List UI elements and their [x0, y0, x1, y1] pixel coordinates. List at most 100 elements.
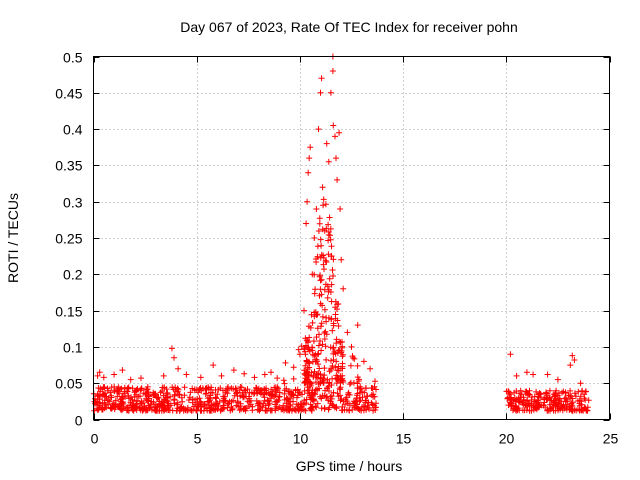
- data-point: [101, 399, 108, 406]
- data-point: [544, 396, 551, 403]
- data-point: [214, 391, 221, 398]
- data-point: [317, 89, 324, 96]
- data-point: [163, 391, 170, 397]
- data-point: [522, 401, 529, 408]
- data-point: [332, 133, 338, 140]
- data-point: [346, 381, 353, 388]
- data-point: [318, 75, 325, 82]
- data-point: [290, 375, 297, 382]
- data-point: [507, 351, 514, 358]
- data-point: [120, 401, 127, 407]
- data-point: [217, 385, 224, 392]
- data-point: [286, 388, 293, 395]
- data-point: [253, 386, 260, 393]
- data-point: [313, 371, 320, 378]
- data-point: [99, 393, 106, 400]
- data-point: [113, 401, 119, 408]
- data-point: [275, 385, 282, 392]
- data-point: [548, 406, 555, 412]
- data-point: [301, 345, 308, 352]
- data-point: [212, 394, 219, 401]
- y-tick-label: 0: [75, 413, 83, 429]
- data-point: [318, 374, 325, 381]
- data-point: [239, 392, 246, 399]
- data-point: [222, 397, 229, 404]
- data-point: [558, 398, 565, 405]
- data-point: [577, 380, 584, 387]
- data-point: [546, 387, 553, 394]
- plot-frame: [93, 56, 610, 420]
- data-point: [316, 215, 323, 222]
- data-point: [317, 272, 324, 279]
- data-point: [577, 393, 584, 400]
- data-point: [330, 273, 336, 279]
- data-point: [261, 397, 268, 404]
- data-point: [282, 405, 289, 412]
- data-point: [328, 393, 335, 399]
- data-point: [318, 395, 325, 402]
- data-point: [310, 396, 317, 403]
- data-point: [337, 386, 344, 393]
- data-point: [328, 253, 335, 260]
- data-point: [174, 407, 180, 414]
- data-point: [360, 407, 367, 414]
- data-point: [557, 406, 564, 413]
- data-point: [175, 365, 182, 372]
- y-tick-label: 0.15: [55, 304, 82, 320]
- data-point: [567, 362, 574, 369]
- data-point: [328, 298, 335, 305]
- x-axis-label: GPS time / hours: [296, 458, 403, 474]
- data-point: [329, 327, 336, 334]
- data-point: [96, 369, 103, 376]
- data-point: [119, 367, 126, 374]
- data-point: [280, 402, 287, 409]
- data-point: [304, 366, 311, 372]
- data-point: [363, 385, 369, 392]
- data-point: [292, 386, 299, 393]
- data-point: [339, 360, 346, 367]
- data-point: [559, 389, 565, 396]
- data-point: [198, 403, 205, 410]
- data-point: [193, 407, 200, 414]
- data-point: [330, 322, 337, 329]
- data-point: [368, 392, 375, 399]
- data-point: [152, 407, 159, 414]
- data-point: [236, 407, 243, 414]
- data-point: [274, 375, 281, 382]
- data-point: [162, 405, 169, 412]
- data-point: [317, 286, 324, 293]
- data-point: [317, 277, 324, 284]
- data-point: [218, 372, 225, 379]
- data-point: [220, 393, 227, 400]
- data-point: [330, 256, 337, 263]
- data-point: [303, 220, 310, 227]
- data-point: [326, 379, 333, 386]
- x-tick-label: 20: [499, 431, 515, 447]
- data-point: [562, 398, 569, 405]
- data-point: [251, 374, 258, 381]
- y-tick-label: 0.5: [63, 50, 83, 66]
- data-point: [144, 407, 151, 414]
- y-tick-label: 0.3: [63, 195, 83, 211]
- data-point: [311, 290, 318, 297]
- data-point: [356, 394, 363, 401]
- data-point: [228, 385, 235, 392]
- data-point: [104, 397, 111, 404]
- data-point: [273, 403, 280, 410]
- data-point: [354, 362, 361, 369]
- data-point: [260, 400, 267, 407]
- data-point: [313, 386, 320, 393]
- data-point: [109, 404, 116, 411]
- data-point: [323, 318, 330, 325]
- data-point: [323, 356, 330, 363]
- data-point: [155, 394, 162, 401]
- data-point: [250, 390, 257, 397]
- data-point: [306, 155, 313, 162]
- data-point: [325, 221, 332, 228]
- data-point: [193, 401, 199, 408]
- data-point: [292, 407, 299, 414]
- data-point: [210, 362, 217, 369]
- data-point: [569, 395, 576, 402]
- data-point: [569, 406, 576, 413]
- data-point: [326, 286, 332, 293]
